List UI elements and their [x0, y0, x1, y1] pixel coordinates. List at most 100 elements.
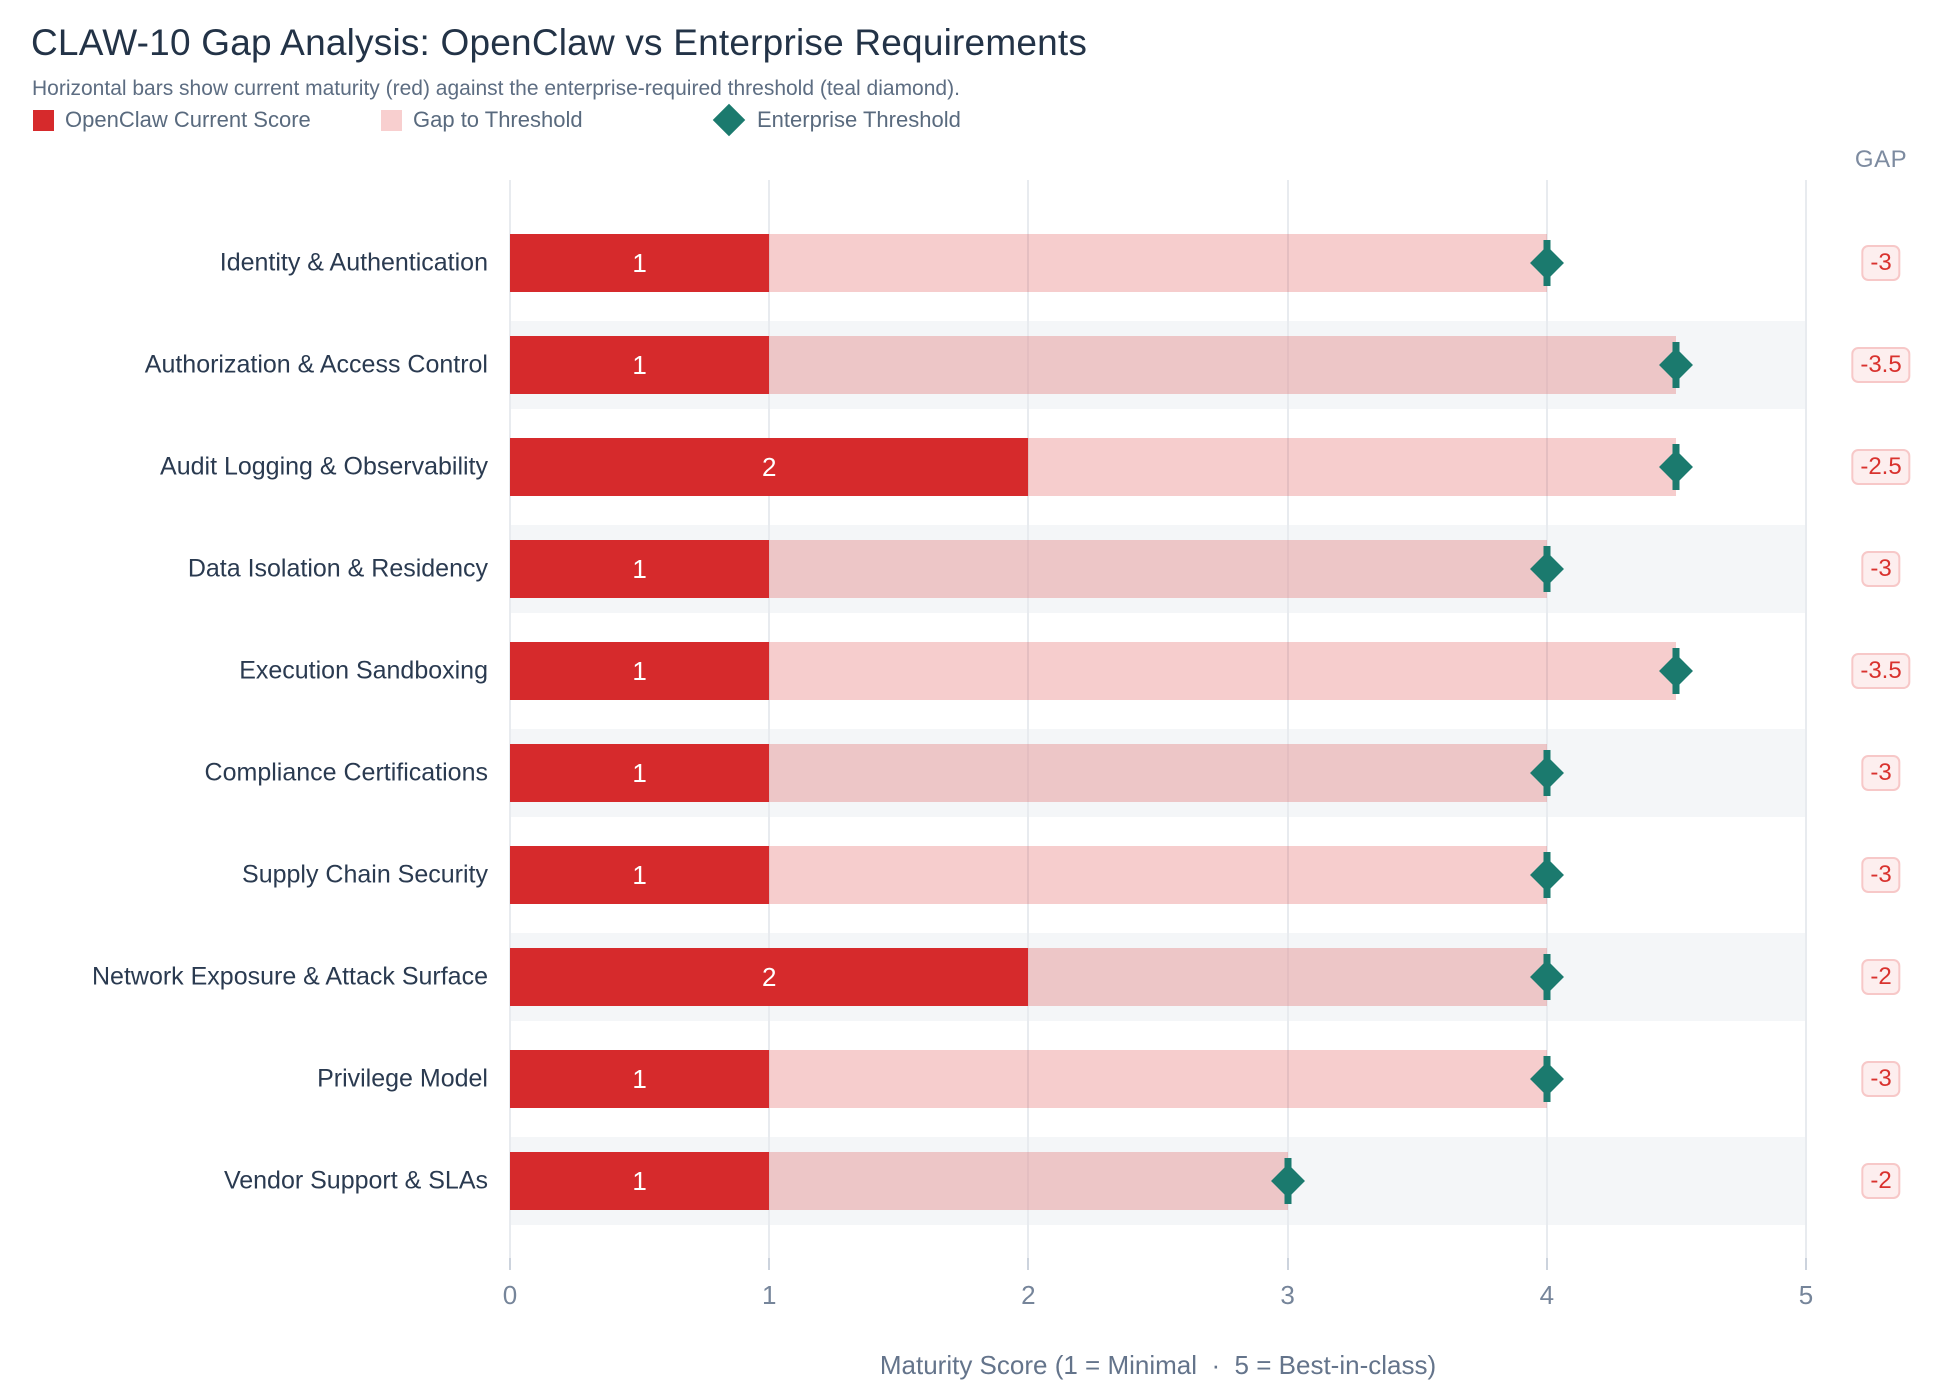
gap-bar[interactable] — [769, 1152, 1288, 1210]
gap-bar[interactable] — [769, 642, 1677, 700]
threshold-marker — [1656, 333, 1696, 397]
gap-value-badge: -3 — [1861, 551, 1901, 587]
current-score-bar[interactable]: 1 — [510, 642, 770, 700]
current-score-bar[interactable]: 1 — [510, 540, 770, 598]
bar-value-label: 1 — [632, 757, 647, 788]
gap-swatch — [381, 109, 402, 131]
threshold-diamond-icon — [1659, 348, 1694, 382]
legend-label-gap: Gap to Threshold — [413, 107, 583, 132]
bar-value-label: 1 — [632, 655, 647, 686]
bar-value-label: 1 — [632, 859, 647, 890]
tick-mark-x0 — [509, 1258, 511, 1270]
threshold-diamond-icon — [1659, 654, 1694, 688]
gap-bar[interactable] — [769, 234, 1547, 292]
category-label: Privilege Model — [317, 1064, 488, 1093]
bar-value-label: 1 — [632, 349, 647, 380]
gap-value-badge: -2.5 — [1851, 449, 1911, 485]
legend-label-threshold: Enterprise Threshold — [757, 107, 961, 132]
category-label: Compliance Certifications — [204, 758, 488, 787]
gap-value-badge: -2 — [1861, 959, 1901, 995]
x-tick-label-1: 1 — [761, 1280, 777, 1310]
x-tick-label-2: 2 — [1021, 1280, 1036, 1310]
x-tick-label-4: 4 — [1539, 1280, 1555, 1310]
legend-item-current-score[interactable]: OpenClaw Current Score — [33, 104, 311, 136]
threshold-diamond-icon — [1529, 552, 1564, 586]
gap-bar[interactable] — [769, 744, 1547, 802]
current-score-bar[interactable]: 2 — [510, 438, 1029, 496]
gap-value-badge: -3.5 — [1851, 653, 1911, 689]
legend-item-threshold[interactable]: Enterprise Threshold — [712, 103, 961, 137]
current-score-bar[interactable]: 1 — [510, 1152, 770, 1210]
bar-value-label: 1 — [632, 1063, 647, 1094]
x-tick-label-5: 5 — [1798, 1280, 1814, 1310]
x-tick-label-3: 3 — [1280, 1280, 1295, 1310]
current-score-bar[interactable]: 1 — [510, 846, 770, 904]
threshold-marker — [1527, 537, 1567, 601]
legend-item-gap[interactable]: Gap to Threshold — [381, 104, 583, 136]
threshold-diamond-icon — [1529, 1062, 1564, 1096]
category-label: Supply Chain Security — [242, 860, 488, 889]
tick-mark-x2 — [1027, 1258, 1030, 1270]
gap-value-badge: -3 — [1861, 1061, 1901, 1097]
tick-mark-x1 — [768, 1258, 771, 1270]
gap-bar[interactable] — [769, 336, 1677, 394]
bar-value-label: 2 — [761, 961, 777, 992]
category-label: Data Isolation & Residency — [187, 554, 488, 583]
gap-column-header: GAP — [1854, 146, 1908, 173]
threshold-diamond-icon — [1529, 756, 1564, 790]
tick-mark-x5 — [1805, 1258, 1807, 1270]
threshold-diamond-icon — [1529, 960, 1564, 994]
threshold-diamond-icon — [1529, 246, 1564, 280]
bar-value-label: 1 — [632, 553, 647, 584]
threshold-marker — [1656, 435, 1696, 499]
current-score-bar[interactable]: 1 — [510, 1050, 770, 1108]
gridline-x0 — [509, 180, 511, 1258]
current-score-swatch — [33, 109, 54, 131]
current-score-bar[interactable]: 1 — [510, 336, 770, 394]
gap-bar[interactable] — [769, 1050, 1547, 1108]
threshold-marker — [1527, 231, 1567, 295]
threshold-marker — [1527, 945, 1567, 1009]
chart-title: CLAW-10 Gap Analysis: OpenClaw vs Enterp… — [31, 22, 1088, 63]
gap-value-badge: -2 — [1861, 1163, 1901, 1199]
gridline-x5 — [1805, 180, 1807, 1258]
threshold-marker — [1268, 1149, 1308, 1213]
threshold-marker — [1656, 639, 1696, 703]
gap-value-badge: -3 — [1861, 857, 1901, 893]
threshold-diamond-icon — [1529, 858, 1564, 892]
category-label: Execution Sandboxing — [239, 656, 488, 685]
bar-value-label: 2 — [761, 451, 777, 482]
current-score-bar[interactable]: 1 — [510, 234, 770, 292]
legend-label-current-score: OpenClaw Current Score — [65, 107, 311, 132]
bar-value-label: 1 — [632, 247, 647, 278]
chart-subtitle: Horizontal bars show current maturity (r… — [32, 77, 960, 100]
current-score-bar[interactable]: 1 — [510, 744, 770, 802]
current-score-bar[interactable]: 2 — [510, 948, 1029, 1006]
category-label: Authorization & Access Control — [144, 350, 488, 379]
gap-value-badge: -3 — [1861, 245, 1901, 281]
category-label: Vendor Support & SLAs — [223, 1166, 488, 1195]
threshold-marker — [1527, 1047, 1567, 1111]
x-tick-label-0: 0 — [502, 1280, 518, 1310]
category-label: Identity & Authentication — [219, 248, 488, 277]
category-label: Audit Logging & Observability — [160, 452, 488, 481]
gridline-x1 — [768, 180, 771, 1258]
tick-mark-x3 — [1286, 1258, 1289, 1270]
gap-bar[interactable] — [769, 540, 1547, 598]
bar-value-label: 1 — [632, 1165, 647, 1196]
threshold-marker — [1527, 741, 1567, 805]
gridline-x4 — [1545, 180, 1548, 1258]
gap-bar[interactable] — [769, 846, 1547, 904]
gap-value-badge: -3 — [1861, 755, 1901, 791]
gap-bar[interactable] — [1028, 948, 1547, 1006]
gap-bar[interactable] — [1028, 438, 1677, 496]
gridline-x2 — [1027, 180, 1030, 1258]
threshold-diamond-icon — [1659, 450, 1694, 484]
threshold-diamond-icon — [1270, 1164, 1305, 1198]
threshold-marker — [1527, 843, 1567, 907]
category-label: Network Exposure & Attack Surface — [91, 962, 488, 991]
gridline-x3 — [1286, 180, 1289, 1258]
gap-value-badge: -3.5 — [1851, 347, 1911, 383]
